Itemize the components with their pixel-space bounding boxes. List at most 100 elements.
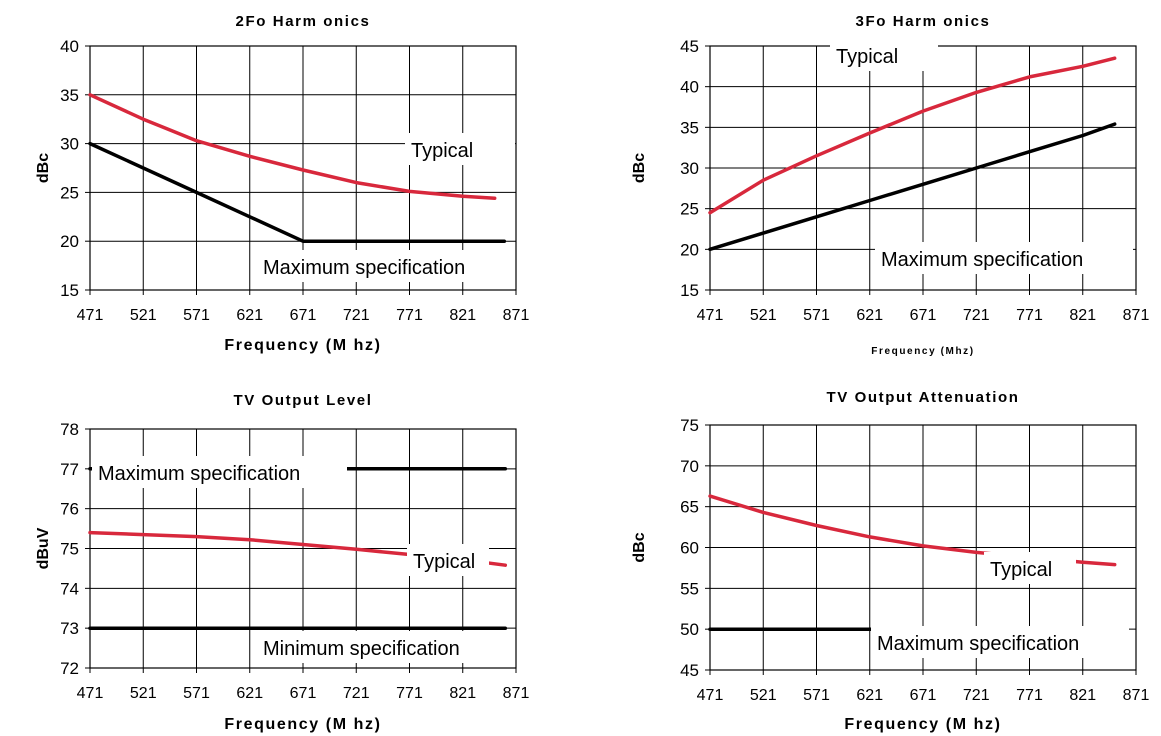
y-tick-label: 20 bbox=[680, 240, 699, 259]
x-tick-label: 671 bbox=[290, 685, 317, 702]
y-tick-label: 76 bbox=[60, 500, 79, 519]
x-tick-label: 471 bbox=[77, 685, 104, 702]
series-label-background bbox=[92, 456, 347, 488]
y-tick-label: 60 bbox=[680, 539, 699, 558]
y-tick-label: 75 bbox=[680, 416, 699, 435]
x-tick-label: 771 bbox=[1016, 307, 1043, 324]
y-tick-label: 25 bbox=[680, 200, 699, 219]
x-tick-label: 521 bbox=[130, 685, 157, 702]
y-tick-label: 55 bbox=[680, 579, 699, 598]
chart-3fo-harmonics: 471 521 571 621 671 721 771 821 871 15 20 25 30 35 40 4… bbox=[631, 13, 1149, 357]
series-label: Typical bbox=[836, 46, 898, 68]
x-axis-label: Frequency (M hz) bbox=[844, 716, 1001, 733]
x-tick-label: 671 bbox=[910, 687, 937, 704]
x-tick-label: 471 bbox=[697, 687, 724, 704]
series-label: Maximum specification bbox=[98, 463, 300, 485]
y-tick-label: 15 bbox=[680, 281, 699, 300]
y-tick-label: 20 bbox=[60, 232, 79, 251]
series-line-maximum-specification bbox=[708, 122, 1117, 252]
y-tick-label: 78 bbox=[60, 420, 79, 439]
x-tick-label: 821 bbox=[1069, 307, 1096, 324]
x-tick-label: 721 bbox=[343, 307, 370, 324]
y-tick-label: 65 bbox=[680, 498, 699, 517]
y-tick-label: 75 bbox=[60, 540, 79, 559]
y-tick-label: 25 bbox=[60, 183, 79, 202]
y-tick-label: 77 bbox=[60, 460, 79, 479]
x-tick-label: 721 bbox=[343, 685, 370, 702]
series-label: Maximum specification bbox=[877, 633, 1079, 655]
y-tick-label: 40 bbox=[60, 37, 79, 56]
x-tick-label: 471 bbox=[77, 307, 104, 324]
series-label: Typical bbox=[413, 551, 475, 573]
chart-tv-output-attenuation: 471 521 571 621 671 721 771 821 871 45 50 55 60 65 70 7… bbox=[631, 389, 1149, 733]
x-tick-label: 721 bbox=[963, 687, 990, 704]
y-tick-label: 40 bbox=[680, 78, 699, 97]
x-tick-label: 571 bbox=[803, 687, 830, 704]
y-tick-label: 45 bbox=[680, 37, 699, 56]
y-tick-label: 15 bbox=[60, 281, 79, 300]
y-tick-label: 73 bbox=[60, 619, 79, 638]
y-axis-label: dBuV bbox=[35, 527, 52, 569]
chart-2fo-harmonics: 471 521 571 621 671 721 771 821 871 15 20 25 30 35 40 T… bbox=[35, 13, 529, 354]
x-tick-label: 821 bbox=[1069, 687, 1096, 704]
chart-title: 3Fo Harm onics bbox=[856, 13, 991, 30]
chart-title: 2Fo Harm onics bbox=[236, 13, 371, 30]
x-tick-label: 521 bbox=[130, 307, 157, 324]
chart-tv-output-level: 471 521 571 621 671 721 771 821 871 72 73 74 75 76 77 7… bbox=[35, 392, 529, 733]
series-line-typical bbox=[708, 56, 1117, 215]
y-tick-label: 74 bbox=[60, 579, 79, 598]
x-tick-label: 471 bbox=[697, 307, 724, 324]
x-tick-label: 871 bbox=[503, 307, 530, 324]
chart-title: TV Output Attenuation bbox=[826, 389, 1019, 406]
x-tick-label: 871 bbox=[1123, 307, 1150, 324]
x-tick-label: 871 bbox=[1123, 687, 1150, 704]
x-axis-label: Frequency (M hz) bbox=[224, 716, 381, 733]
y-tick-label: 72 bbox=[60, 659, 79, 678]
x-axis-label: Frequency (M hz) bbox=[224, 337, 381, 354]
y-tick-label: 45 bbox=[680, 661, 699, 680]
x-tick-label: 571 bbox=[183, 307, 210, 324]
series-label: Minimum specification bbox=[263, 638, 460, 660]
x-tick-label: 521 bbox=[750, 687, 777, 704]
series-label-background bbox=[875, 242, 1133, 274]
series-label-background bbox=[984, 552, 1076, 584]
y-tick-label: 50 bbox=[680, 620, 699, 639]
x-tick-label: 621 bbox=[856, 687, 883, 704]
series-label: Typical bbox=[990, 559, 1052, 581]
x-tick-label: 571 bbox=[803, 307, 830, 324]
series-line-maximum-specification bbox=[88, 141, 507, 243]
x-tick-label: 621 bbox=[236, 685, 263, 702]
chart-title: TV Output Level bbox=[233, 392, 372, 409]
x-tick-label: 671 bbox=[910, 307, 937, 324]
series-label-background bbox=[871, 626, 1129, 658]
x-tick-label: 871 bbox=[503, 685, 530, 702]
y-tick-label: 35 bbox=[60, 86, 79, 105]
series-label-background bbox=[830, 39, 938, 71]
x-tick-label: 521 bbox=[750, 307, 777, 324]
series-label-background bbox=[257, 250, 515, 282]
x-axis-label: Frequency (Mhz) bbox=[871, 346, 974, 357]
x-tick-label: 671 bbox=[290, 307, 317, 324]
x-tick-label: 771 bbox=[396, 307, 423, 324]
series-label: Typical bbox=[411, 140, 473, 162]
x-tick-label: 621 bbox=[856, 307, 883, 324]
x-tick-label: 571 bbox=[183, 685, 210, 702]
x-tick-label: 721 bbox=[963, 307, 990, 324]
y-axis-label: dBc bbox=[631, 532, 648, 562]
series-label-background bbox=[407, 544, 489, 576]
series-line-typical bbox=[88, 93, 497, 201]
x-tick-label: 771 bbox=[396, 685, 423, 702]
y-axis-label: dBc bbox=[631, 153, 648, 183]
y-tick-label: 30 bbox=[680, 159, 699, 178]
x-tick-label: 621 bbox=[236, 307, 263, 324]
x-tick-label: 821 bbox=[449, 307, 476, 324]
y-tick-label: 35 bbox=[680, 118, 699, 137]
x-tick-label: 821 bbox=[449, 685, 476, 702]
y-axis-label: dBc bbox=[35, 153, 52, 183]
y-tick-label: 30 bbox=[60, 135, 79, 154]
y-tick-label: 70 bbox=[680, 457, 699, 476]
series-label-background bbox=[405, 133, 515, 165]
series-label: Maximum specification bbox=[263, 257, 465, 279]
x-tick-label: 771 bbox=[1016, 687, 1043, 704]
